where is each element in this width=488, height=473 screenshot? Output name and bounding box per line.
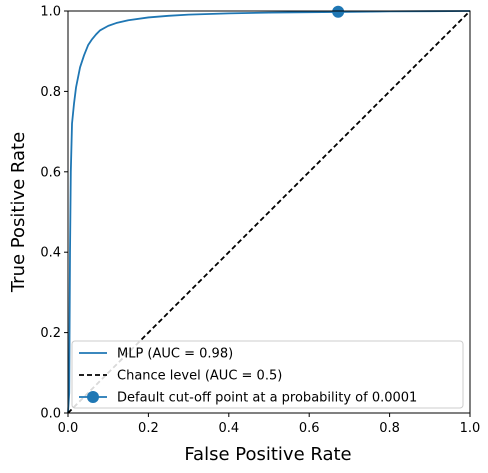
x-tick-label: 1.0 <box>460 421 481 436</box>
x-tick-label: 0.4 <box>218 421 239 436</box>
x-axis-title: False Positive Rate <box>184 444 351 465</box>
cutoff-point-marker <box>332 5 345 18</box>
y-tick-label: 0.6 <box>40 165 61 180</box>
series-line-0 <box>67 10 471 414</box>
plot-lines <box>67 10 471 414</box>
plot-frame <box>67 10 471 414</box>
y-tick-label: 0.0 <box>40 407 61 422</box>
y-tick-label: 0.8 <box>40 85 61 100</box>
legend-label-chance: Chance level (AUC = 0.5) <box>117 369 282 384</box>
legend-label-mlp: MLP (AUC = 0.98) <box>117 347 233 362</box>
y-tick-label: 0.4 <box>40 246 61 261</box>
y-tick-label: 0.2 <box>40 326 61 341</box>
x-tick-label: 0.8 <box>379 421 400 436</box>
legend-box <box>71 340 464 409</box>
x-axis-ticks: 0.0 0.2 0.4 0.6 0.8 1.0 <box>58 413 481 436</box>
x-tick-label: 0.2 <box>138 421 159 436</box>
y-axis-title: True Positive Rate <box>8 132 29 293</box>
x-tick-label: 0.6 <box>299 421 320 436</box>
x-tick-label: 0.0 <box>58 421 79 436</box>
series-line-1 <box>67 10 471 414</box>
legend-swatch-cutoff-marker <box>87 391 99 403</box>
legend: MLP (AUC = 0.98) Chance level (AUC = 0.5… <box>71 340 464 409</box>
marker-layer <box>332 5 345 18</box>
legend-label-cutoff: Default cut-off point at a probability o… <box>117 391 417 406</box>
y-tick-label: 1.0 <box>40 5 61 20</box>
y-axis-ticks: 0.0 0.2 0.4 0.6 0.8 1.0 <box>40 5 68 422</box>
